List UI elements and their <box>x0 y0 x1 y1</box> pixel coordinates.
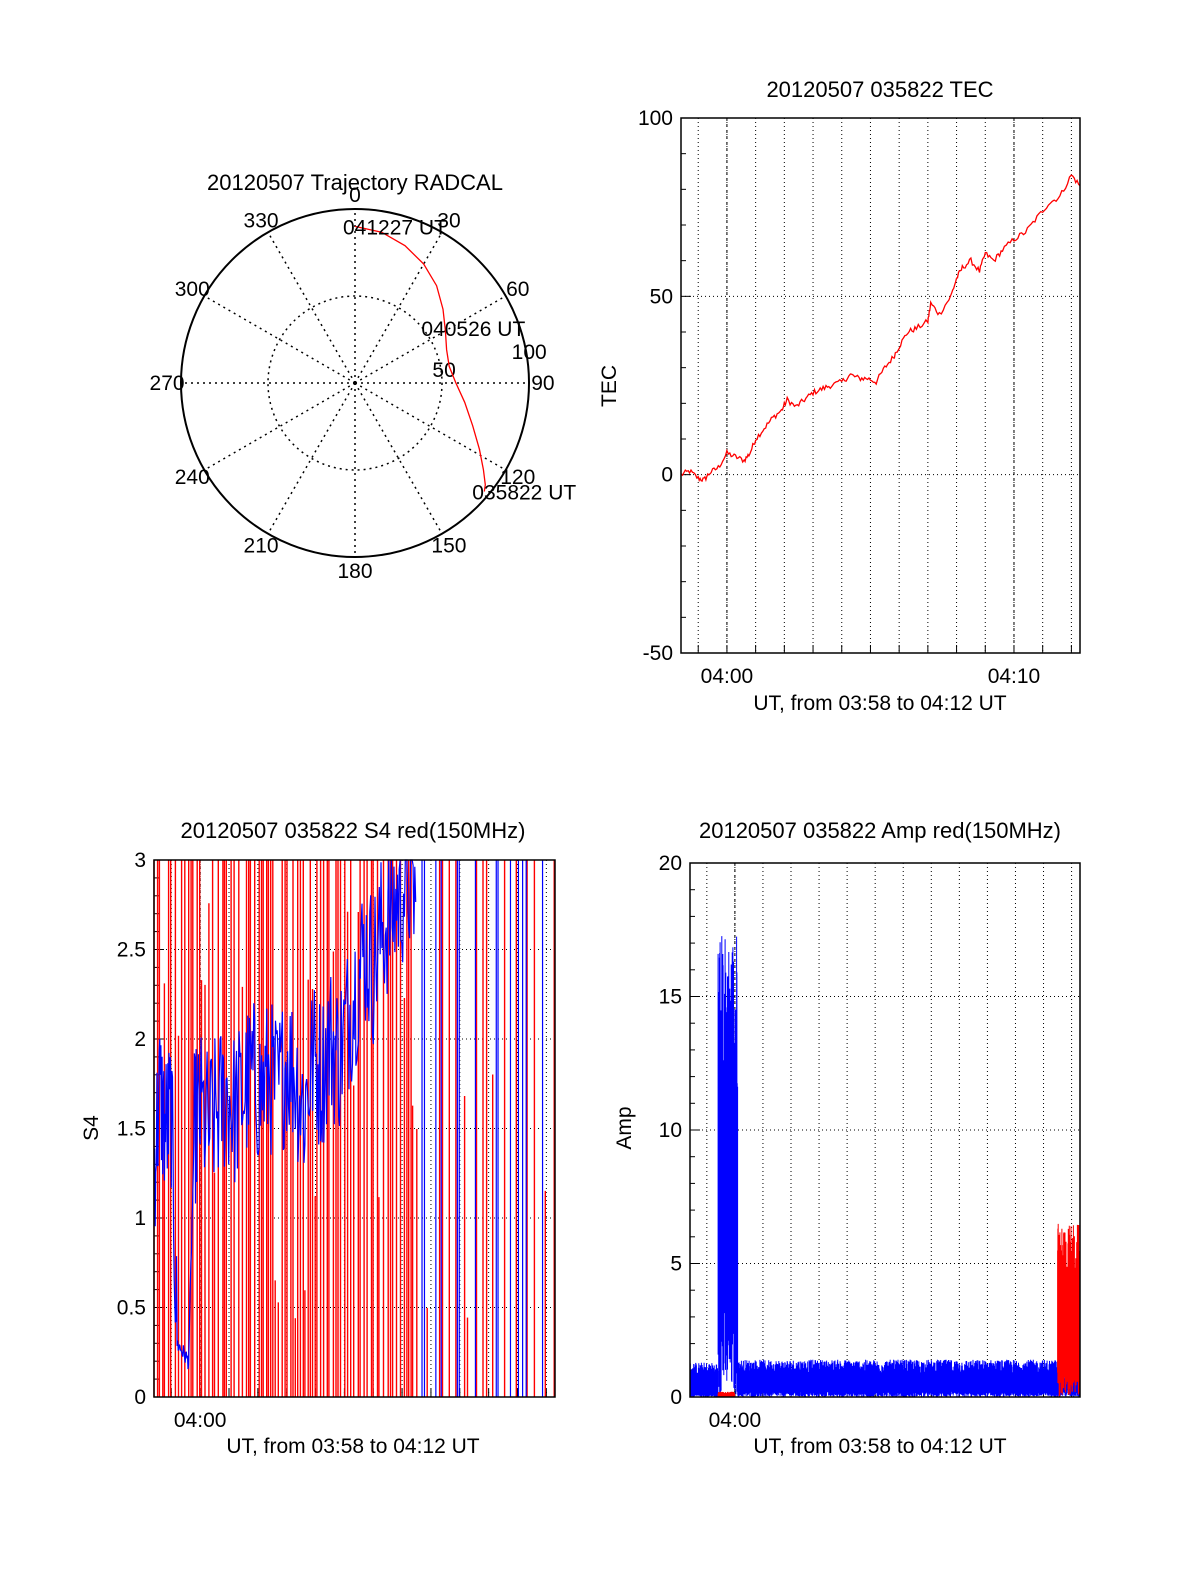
y-tick-label: -50 <box>643 642 673 665</box>
trajectory-annotation: 041227 UT <box>343 216 447 239</box>
trajectory-polar-chart: 20120507 Trajectory RADCAL 0 30 60 90 120 150… <box>150 170 577 583</box>
y-tick-label: 0 <box>670 1386 682 1409</box>
polar-radial-label: 50 <box>432 359 455 382</box>
polar-grid <box>180 208 530 558</box>
y-tick-label: 0.5 <box>117 1297 146 1320</box>
x-tick-label: 04:00 <box>174 1409 227 1432</box>
polar-azimuth-label: 300 <box>175 278 210 301</box>
trajectory-annotations: 041227 UT 040526 UT 035822 UT <box>343 216 576 504</box>
polar-outer-ring <box>180 208 530 558</box>
tec-series-line <box>680 174 1081 483</box>
polar-spoke <box>354 382 507 471</box>
polar-azimuth-label: 330 <box>244 209 279 232</box>
polar-azimuth-label: 90 <box>531 372 554 395</box>
y-tick-label: 10 <box>659 1119 682 1142</box>
polar-title: 20120507 Trajectory RADCAL <box>207 170 503 195</box>
amp-chart: 20120507 035822 Amp red(150MHz) UT, from… <box>613 818 1081 1458</box>
y-tick-label: 0 <box>134 1386 146 1409</box>
plot-frame <box>680 117 1081 654</box>
amp-title: 20120507 035822 Amp red(150MHz) <box>699 818 1061 843</box>
polar-azimuth-labels: 0 30 60 90 120 150 180 210 240 270 300 330 <box>150 184 555 583</box>
polar-azimuth-label: 120 <box>500 466 535 489</box>
polar-azimuth-label: 210 <box>244 535 279 558</box>
y-tick-label: 2 <box>134 1028 146 1051</box>
x-tick-label: 04:00 <box>709 1409 762 1432</box>
plot-frame <box>153 859 556 1398</box>
polar-ring-50 <box>267 295 443 471</box>
tec-xlabel: UT, from 03:58 to 04:12 UT <box>753 692 1006 715</box>
polar-spoke <box>267 231 356 384</box>
y-tick-label: 0 <box>661 464 673 487</box>
tec-ylabel: TEC <box>598 365 621 407</box>
plot-frame <box>689 862 1081 1398</box>
polar-spoke <box>203 295 356 384</box>
polar-radial-labels: 50 100 <box>432 341 546 382</box>
polar-spoke <box>354 295 507 384</box>
polar-azimuth-label: 180 <box>337 560 372 583</box>
tec-chart: 20120507 035822 TEC UT, from 03:58 to 04… <box>598 77 1081 715</box>
y-tick-label: 20 <box>659 852 682 875</box>
x-tick-label: 04:00 <box>701 665 754 688</box>
polar-azimuth-label: 270 <box>150 372 185 395</box>
y-tick-label: 5 <box>670 1253 682 1276</box>
amp-blue-series <box>689 1362 719 1397</box>
y-tick-label: 3 <box>134 849 146 872</box>
polar-azimuth-label: 240 <box>175 466 210 489</box>
amp-red-series <box>1057 1223 1081 1397</box>
trajectory-annotation: 040526 UT <box>421 318 525 341</box>
polar-azimuth-label: 60 <box>506 278 529 301</box>
polar-radial-label: 100 <box>512 341 547 364</box>
s4-title: 20120507 035822 S4 red(150MHz) <box>181 818 526 843</box>
trajectory-line <box>354 225 486 492</box>
y-tick-label: 15 <box>659 986 682 1009</box>
s4-blue-line <box>153 859 417 1370</box>
x-tick-label: 04:10 <box>988 665 1041 688</box>
polar-azimuth-label: 150 <box>431 535 466 558</box>
polar-azimuth-label: 0 <box>349 184 361 207</box>
polar-azimuth-label: 30 <box>437 209 460 232</box>
s4-chart: 20120507 035822 S4 red(150MHz) UT, from … <box>80 818 556 1458</box>
tec-title: 20120507 035822 TEC <box>766 77 993 102</box>
y-tick-label: 1 <box>134 1207 146 1230</box>
y-tick-label: 50 <box>650 285 673 308</box>
s4-xlabel: UT, from 03:58 to 04:12 UT <box>226 1435 479 1458</box>
polar-spoke <box>203 382 356 471</box>
trajectory-series <box>354 225 486 492</box>
y-tick-label: 100 <box>638 107 673 130</box>
amp-xlabel: UT, from 03:58 to 04:12 UT <box>753 1435 1006 1458</box>
y-tick-label: 2.5 <box>117 939 146 962</box>
polar-spoke <box>354 382 443 535</box>
s4-ylabel: S4 <box>80 1115 103 1141</box>
polar-spoke <box>267 382 356 535</box>
y-tick-label: 1.5 <box>117 1118 146 1141</box>
amp-red-series <box>717 1391 736 1397</box>
amp-blue-series <box>717 936 739 1397</box>
amp-blue-series <box>737 1359 1059 1397</box>
polar-spoke <box>354 231 443 384</box>
amp-ylabel: Amp <box>613 1106 636 1149</box>
trajectory-annotation: 035822 UT <box>472 481 576 504</box>
